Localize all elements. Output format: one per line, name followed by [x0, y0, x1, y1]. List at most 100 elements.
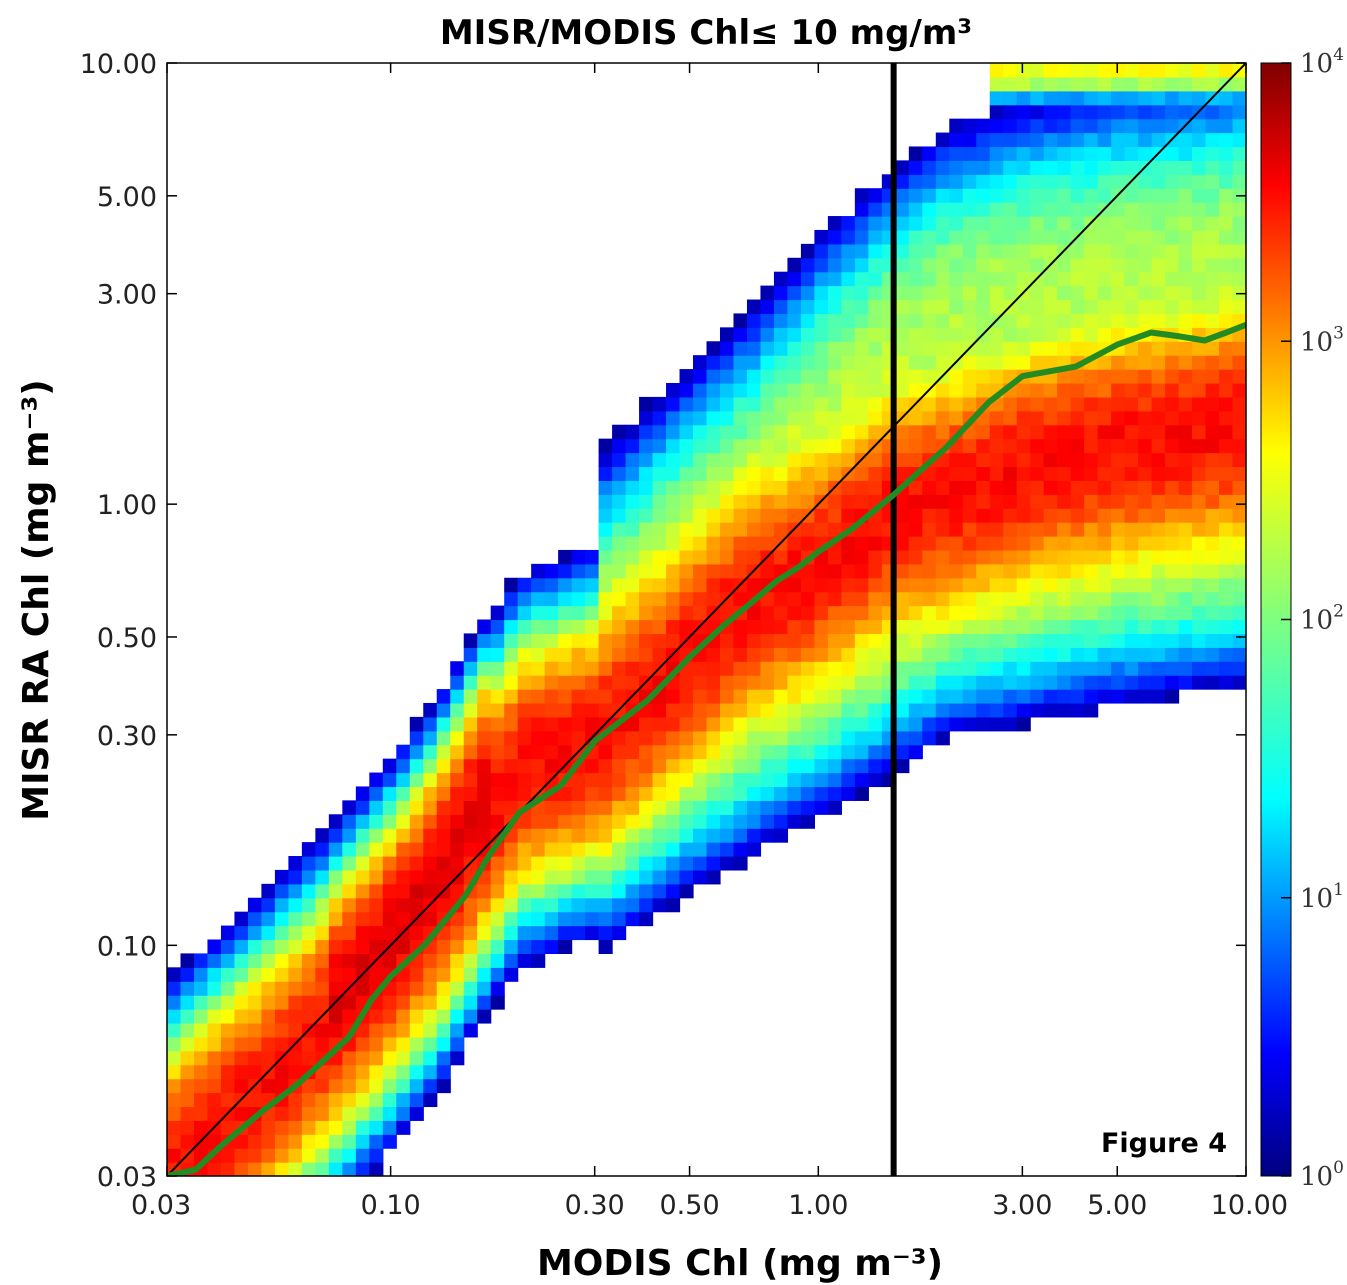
- density-cell: [558, 869, 573, 885]
- density-cell: [167, 1036, 182, 1052]
- density-cell: [1219, 63, 1234, 78]
- density-cell: [1057, 438, 1072, 454]
- density-cell: [976, 633, 991, 648]
- density-cell: [1097, 508, 1112, 523]
- density-cell: [827, 355, 842, 370]
- density-cell: [1097, 76, 1112, 92]
- density-cell: [571, 591, 586, 607]
- density-cell: [625, 563, 640, 579]
- density-cell: [490, 883, 505, 899]
- density-cell: [490, 730, 505, 746]
- density-cell: [1016, 466, 1031, 481]
- density-cell: [1097, 452, 1112, 468]
- density-cell: [989, 466, 1004, 481]
- density-cell: [1165, 563, 1180, 579]
- density-cell: [207, 1064, 222, 1080]
- density-cell: [1057, 160, 1072, 175]
- density-cell: [436, 939, 451, 954]
- density-cell: [1111, 76, 1126, 92]
- density-cell: [423, 758, 438, 774]
- density-cell: [1030, 661, 1045, 676]
- density-cell: [288, 1050, 303, 1066]
- density-cell: [949, 619, 964, 635]
- density-cell: [598, 800, 613, 815]
- density-cell: [719, 702, 735, 718]
- density-cell: [180, 967, 195, 982]
- density-cell: [436, 814, 451, 829]
- density-cell: [949, 146, 964, 161]
- density-cell: [220, 1064, 236, 1080]
- colorbar-tick-label: 103: [1300, 323, 1344, 357]
- density-cell: [463, 842, 478, 857]
- density-cell: [1070, 438, 1085, 454]
- density-cell: [868, 619, 883, 635]
- density-cell: [288, 953, 303, 968]
- density-cell: [1097, 174, 1112, 189]
- density-cell: [1043, 633, 1058, 648]
- density-cell: [962, 118, 977, 134]
- density-cell: [935, 132, 950, 148]
- density-cell: [1016, 382, 1031, 398]
- density-cell: [396, 772, 411, 788]
- density-cell: [773, 661, 789, 676]
- density-cell: [1151, 396, 1166, 412]
- density-cell: [935, 188, 950, 203]
- density-cell: [1124, 299, 1139, 315]
- density-cell: [733, 466, 748, 481]
- density-cell: [1192, 132, 1207, 148]
- density-cell: [1084, 243, 1099, 259]
- density-cell: [382, 995, 397, 1010]
- density-cell: [976, 605, 991, 621]
- density-cell: [1151, 549, 1166, 565]
- density-cell: [234, 1078, 249, 1094]
- density-cell: [355, 1162, 370, 1176]
- density-cell: [1232, 591, 1246, 607]
- density-cell: [504, 675, 519, 690]
- density-cell: [1043, 591, 1058, 607]
- density-cell: [639, 883, 654, 899]
- density-cell: [854, 202, 869, 217]
- density-cell: [976, 563, 991, 579]
- density-cell: [220, 967, 236, 982]
- density-cell: [989, 536, 1004, 551]
- density-cell: [895, 313, 910, 328]
- density-cell: [652, 410, 667, 426]
- y-tick-label: 0.30: [97, 721, 157, 752]
- density-cell: [989, 243, 1004, 259]
- density-cell: [800, 271, 815, 287]
- density-cell: [787, 480, 802, 495]
- density-cell: [558, 619, 573, 635]
- density-cell: [1016, 132, 1031, 148]
- density-cell: [787, 814, 802, 829]
- density-cell: [760, 341, 775, 356]
- density-cell: [962, 271, 977, 287]
- density-cell: [976, 216, 991, 231]
- density-cell: [409, 1009, 424, 1024]
- density-cell: [247, 1022, 263, 1038]
- density-cell: [679, 494, 694, 509]
- density-cell: [1138, 619, 1153, 635]
- density-cell: [908, 216, 923, 231]
- density-cell: [666, 730, 681, 746]
- density-cell: [746, 647, 762, 662]
- density-cell: [288, 1106, 303, 1121]
- density-cell: [1016, 536, 1031, 551]
- density-cell: [1219, 452, 1234, 468]
- density-cell: [234, 1106, 249, 1121]
- density-cell: [773, 716, 789, 732]
- density-cell: [1070, 341, 1085, 356]
- density-cell: [989, 327, 1004, 342]
- density-cell: [1003, 63, 1018, 78]
- density-cell: [1003, 327, 1018, 342]
- density-cell: [1219, 675, 1234, 690]
- density-cell: [787, 758, 802, 774]
- density-cell: [800, 786, 815, 801]
- density-cell: [409, 758, 424, 774]
- density-cell: [504, 702, 519, 718]
- density-cell: [1043, 577, 1058, 593]
- density-cell: [1232, 619, 1246, 635]
- density-cell: [328, 1162, 343, 1176]
- density-cell: [1070, 549, 1085, 565]
- density-cell: [760, 438, 775, 454]
- density-cell: [1138, 466, 1153, 481]
